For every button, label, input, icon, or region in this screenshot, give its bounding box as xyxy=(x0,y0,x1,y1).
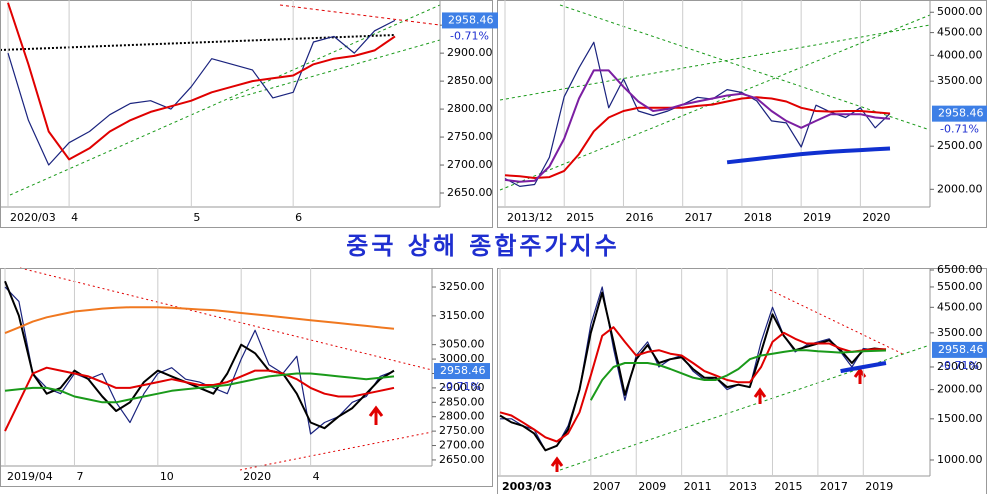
y-tick-label: 2800.00 xyxy=(447,102,493,115)
trend-line xyxy=(499,14,931,191)
y-tick-label: 3500.00 xyxy=(937,326,983,339)
trend-line xyxy=(559,4,931,131)
x-tick-label: 2018 xyxy=(744,211,772,224)
price-tag xyxy=(442,12,498,29)
series-line xyxy=(4,372,395,404)
series-line xyxy=(4,366,395,432)
x-tick-label: 10 xyxy=(160,470,174,483)
y-tick-label: 2500.00 xyxy=(937,139,983,152)
x-tick-label: 5 xyxy=(193,211,200,224)
series-line xyxy=(504,69,891,183)
x-tick-label: 2016 xyxy=(625,211,653,224)
y-tick-label: 2750.00 xyxy=(439,424,485,437)
panel-frame xyxy=(0,268,493,487)
series-line xyxy=(726,146,891,165)
x-tick-label: 2011 xyxy=(684,480,712,493)
x-tick-label: 2015 xyxy=(774,480,802,493)
trend-line xyxy=(499,24,931,101)
arrow xyxy=(550,456,564,472)
change-label: -0.71% xyxy=(442,380,481,393)
series-line xyxy=(500,286,887,451)
price-tag xyxy=(434,363,490,380)
arrow xyxy=(753,387,767,404)
y-tick-label: 1000.00 xyxy=(937,453,983,466)
y-tick-label: 2850.00 xyxy=(439,395,485,408)
y-tick-label: 4000.00 xyxy=(937,48,983,61)
y-tick-label: 3050.00 xyxy=(439,338,485,351)
x-tick-label: 2019 xyxy=(803,211,831,224)
series-line xyxy=(7,2,396,161)
y-tick-label: 5500.00 xyxy=(937,280,983,293)
trend-line xyxy=(229,39,441,101)
x-tick-label: 2007 xyxy=(593,480,621,493)
series-line xyxy=(504,41,891,187)
series-line xyxy=(4,286,395,435)
y-tick-label: 2900.00 xyxy=(447,46,493,59)
y-tick-label: 3500.00 xyxy=(937,74,983,87)
x-tick-label: 2017 xyxy=(685,211,713,224)
y-tick-label: 2000.00 xyxy=(937,182,983,195)
x-tick-label: 6 xyxy=(295,211,302,224)
series-line xyxy=(840,361,887,374)
trend-line xyxy=(19,267,433,371)
x-tick-label: 2019 xyxy=(865,480,893,493)
x-tick-label: 7 xyxy=(76,470,83,483)
x-tick-label: 2013 xyxy=(729,480,757,493)
y-tick-label: 2900.00 xyxy=(439,381,485,394)
trend-line xyxy=(279,4,441,26)
x-tick-label: 2015 xyxy=(566,211,594,224)
price-tag xyxy=(932,341,987,358)
y-tick-label: 5000.00 xyxy=(937,5,983,18)
y-tick-label: 2000.00 xyxy=(937,383,983,396)
x-tick-label: 2017 xyxy=(820,480,848,493)
y-tick-label: 1500.00 xyxy=(937,412,983,425)
y-tick-label: 6500.00 xyxy=(937,263,983,276)
panel-frame xyxy=(0,0,493,228)
price-tag xyxy=(932,105,987,122)
x-tick-label: 2020 xyxy=(243,470,271,483)
price-label: 2958.46 xyxy=(448,13,494,26)
series-line xyxy=(589,349,887,401)
price-label: 2958.46 xyxy=(938,343,984,356)
change-label: -0.71% xyxy=(450,29,489,42)
x-tick-label: 2009 xyxy=(638,480,666,493)
y-tick-label: 3250.00 xyxy=(439,280,485,293)
series-line xyxy=(4,306,395,335)
y-tick-label: 2750.00 xyxy=(447,130,493,143)
x-tick-label: 2003/03 xyxy=(502,480,552,493)
y-tick-label: 3000.00 xyxy=(439,352,485,365)
series-line xyxy=(7,19,396,166)
x-tick-label: 4 xyxy=(71,211,78,224)
y-tick-label: 2800.00 xyxy=(439,410,485,423)
y-tick-label: 2650.00 xyxy=(439,453,485,466)
x-tick-label: 4 xyxy=(313,470,320,483)
price-label: 2958.46 xyxy=(440,364,486,377)
series-line xyxy=(504,96,891,179)
page-title: 중국 상해 종합주가지수 xyxy=(346,232,620,260)
y-tick-label: 4500.00 xyxy=(937,26,983,39)
x-tick-label: 2019/04 xyxy=(7,470,53,483)
y-tick-label: 4500.00 xyxy=(937,300,983,313)
change-label: -0.71% xyxy=(940,123,979,136)
y-tick-label: 2650.00 xyxy=(447,186,493,199)
price-label: 2958.46 xyxy=(938,107,984,120)
y-tick-label: 2500.00 xyxy=(937,360,983,373)
y-tick-label: 2700.00 xyxy=(439,439,485,452)
arrow xyxy=(368,405,384,425)
change-label: -0.71% xyxy=(940,359,979,372)
y-tick-label: 2700.00 xyxy=(447,158,493,171)
x-tick-label: 2020 xyxy=(862,211,890,224)
y-tick-label: 2850.00 xyxy=(447,74,493,87)
x-tick-label: 2013/12 xyxy=(507,211,553,224)
x-tick-label: 2020/03 xyxy=(10,211,56,224)
series-line xyxy=(499,326,886,443)
y-tick-label: 3150.00 xyxy=(439,309,485,322)
